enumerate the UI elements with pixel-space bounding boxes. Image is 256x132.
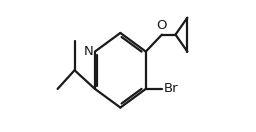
Text: O: O xyxy=(157,19,167,32)
Text: Br: Br xyxy=(164,82,179,95)
Text: N: N xyxy=(84,45,94,58)
